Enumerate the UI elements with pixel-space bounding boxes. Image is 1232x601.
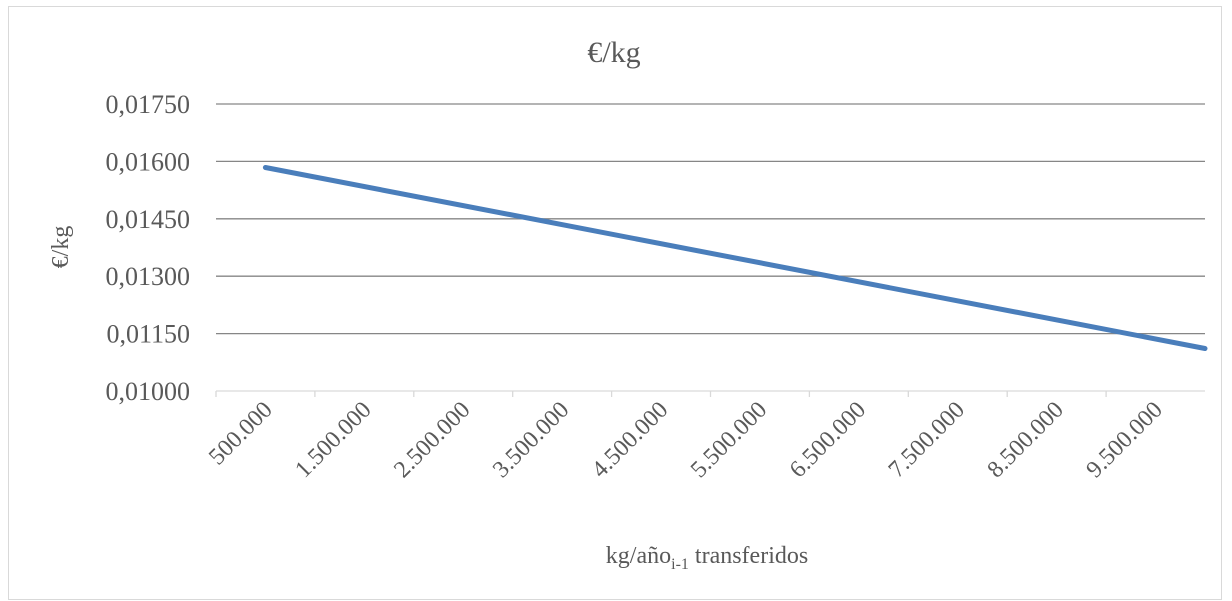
x-tick-labels: 500.000 1.500.000 2.500.000 3.500.000 4.500.… xyxy=(204,397,1168,483)
x-tick-label: 7.500.000 xyxy=(884,397,970,483)
x-tick-label: 2.500.000 xyxy=(389,397,475,483)
gridlines xyxy=(215,103,1205,397)
y-tick-label: 0,01000 xyxy=(106,377,191,406)
y-tick-label: 0,01750 xyxy=(106,90,191,119)
y-tick-label: 0,01450 xyxy=(106,205,191,234)
x-tick-label: 6.500.000 xyxy=(785,397,871,483)
y-tick-labels: 0,01000 0,01150 0,01300 0,01450 0,01600 0,017… xyxy=(106,90,191,406)
x-tick-label: 3.500.000 xyxy=(488,397,574,483)
x-axis-label-subscript: i-1 xyxy=(671,556,689,573)
series-lines xyxy=(262,165,1208,351)
y-tick-label: 0,01150 xyxy=(106,320,190,349)
x-axis-label-main: kg/año xyxy=(606,543,671,569)
x-tick-label: 5.500.000 xyxy=(686,397,772,483)
chart-frame xyxy=(8,6,1222,600)
y-axis-label: €/kg xyxy=(48,226,74,269)
x-axis-label: kg/añoi-1 transferidos xyxy=(606,543,808,573)
x-tick-label: 1.500.000 xyxy=(290,397,376,483)
chart-title: €/kg xyxy=(587,36,640,69)
series-line xyxy=(262,165,1208,351)
x-axis-label-tail: transferidos xyxy=(689,543,808,569)
y-tick-label: 0,01600 xyxy=(106,147,191,176)
y-tick-label: 0,01300 xyxy=(106,262,191,291)
x-tick-label: 4.500.000 xyxy=(587,397,673,483)
x-tick-label: 9.500.000 xyxy=(1082,397,1168,483)
x-tick-label: 500.000 xyxy=(204,397,278,471)
x-tick-label: 8.500.000 xyxy=(983,397,1069,483)
